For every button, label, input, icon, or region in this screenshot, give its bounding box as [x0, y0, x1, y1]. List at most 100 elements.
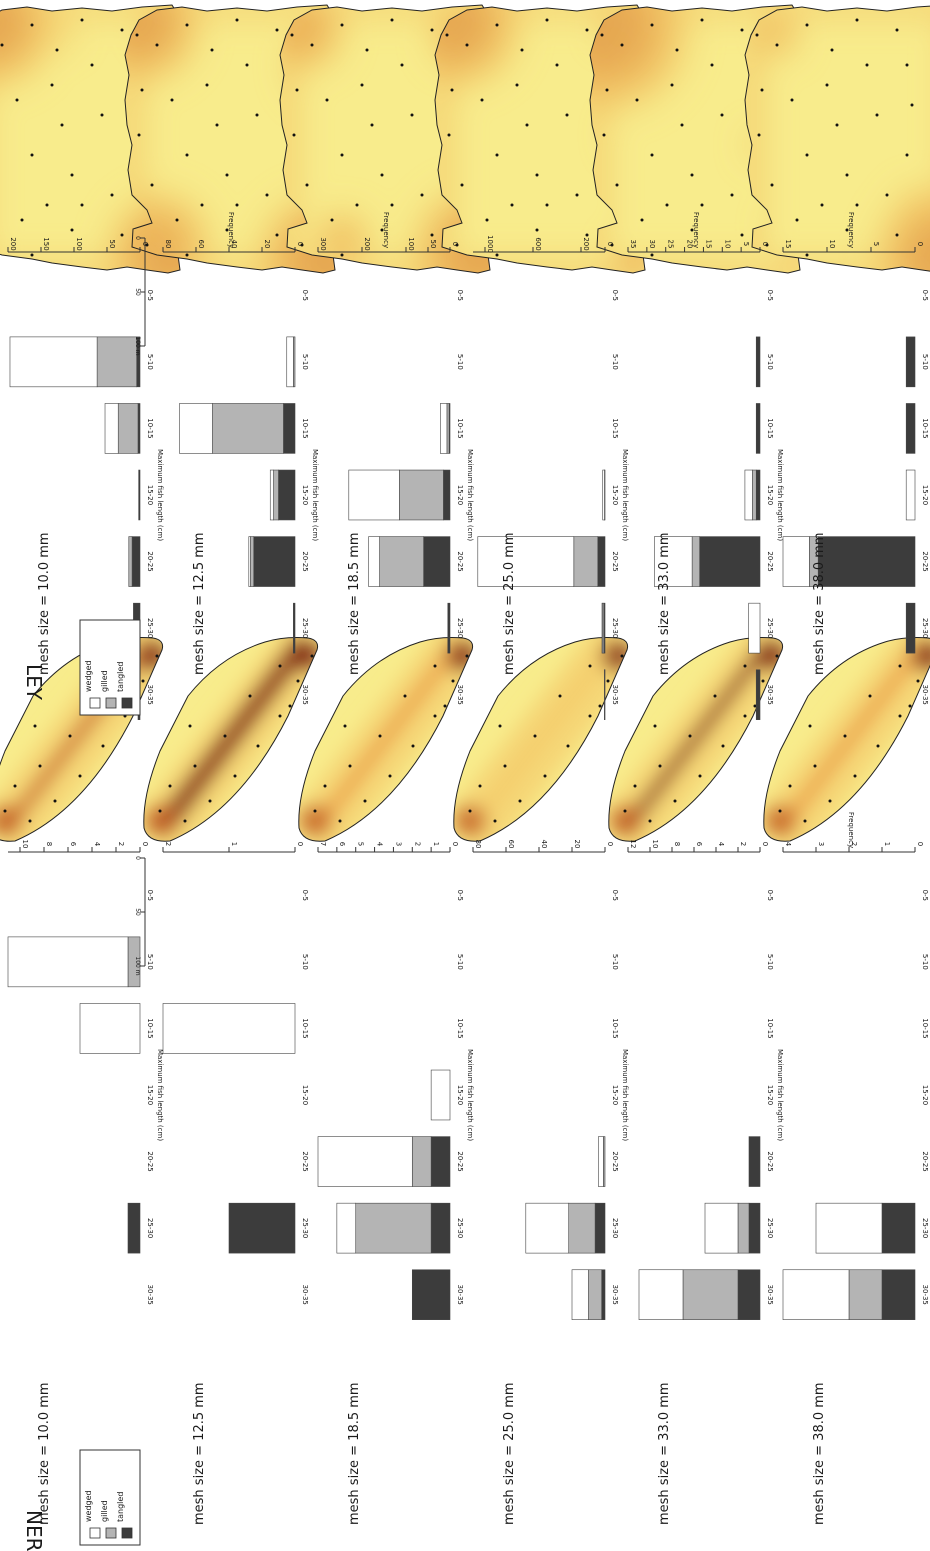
scale-bar: 0 50 100 m	[134, 856, 146, 976]
y-tick-label: 8	[45, 842, 53, 846]
bar-chart-ner-2: 0 1 2 0-5 5-10 10-15 15-20 20-25 25-30 30-35	[162, 842, 309, 1305]
sampling-point	[650, 253, 654, 257]
sampling-point	[845, 228, 849, 232]
y-tick-label: 6	[695, 842, 703, 847]
sampling-point	[290, 33, 294, 37]
bar-tangled	[755, 336, 761, 388]
x-tick-label: 25-30	[611, 1218, 619, 1238]
bar-tangled	[755, 403, 761, 454]
x-tick-label: 30-35	[766, 1285, 774, 1305]
sampling-point	[185, 23, 189, 27]
y-tick-label: 100	[407, 237, 415, 250]
chart-title: mesh size = 12.5 mm	[192, 532, 207, 675]
sampling-point	[370, 123, 374, 127]
x-tick-label: 15-20	[456, 1085, 464, 1105]
x-axis-label: Maximum fish length (cm)	[156, 1049, 164, 1141]
x-tick-label: 5-10	[921, 354, 929, 370]
bar-tangled	[138, 469, 141, 521]
x-tick-label: 0-5	[456, 890, 464, 901]
sampling-point	[585, 28, 589, 32]
y-tick-label: 300	[319, 237, 327, 250]
sampling-point	[90, 63, 94, 67]
sampling-point	[215, 123, 219, 127]
sampling-point	[680, 123, 684, 127]
sampling-point	[658, 764, 662, 768]
sampling-point	[558, 694, 562, 698]
sampling-point	[843, 734, 847, 738]
x-tick-label: 20-25	[611, 551, 619, 571]
sampling-point	[908, 704, 912, 708]
sampling-point	[757, 133, 761, 137]
y-tick-label: 1	[230, 842, 238, 846]
bar-chart-ley-4: 0 200 600 1000 0-5 5-10 10-15 15-20 20-25 25-30 30…	[473, 235, 629, 720]
sampling-point	[525, 123, 529, 127]
sampling-point	[575, 193, 579, 197]
x-tick-label: 10-15	[611, 1018, 619, 1038]
sampling-point	[55, 48, 59, 52]
x-tick-label: 20-25	[766, 551, 774, 571]
y-tick-label: 30	[648, 240, 656, 249]
sampling-point	[388, 774, 392, 778]
sampling-point	[70, 173, 74, 177]
bar-gilled	[411, 1136, 432, 1187]
sampling-point	[898, 664, 902, 668]
sampling-point	[340, 153, 344, 157]
sampling-point	[400, 63, 404, 67]
sampling-point	[468, 809, 472, 813]
y-tick-label: 2	[413, 842, 421, 846]
x-tick-label: 25-30	[456, 618, 464, 638]
sampling-point	[778, 809, 782, 813]
sampling-point	[510, 203, 514, 207]
y-tick-label: 0	[916, 842, 924, 846]
y-tick-label: 1	[432, 842, 440, 846]
bar-tangled	[283, 403, 296, 454]
bar-wedged	[782, 1269, 850, 1320]
sampling-point	[713, 694, 717, 698]
sampling-point	[606, 679, 610, 683]
y-tick-label: 35	[629, 240, 637, 249]
bar-tangled	[253, 536, 296, 587]
y-tick-label: 2	[850, 842, 858, 846]
x-tick-label: 25-30	[766, 1218, 774, 1238]
legend-label-tangled: tangled	[116, 1492, 125, 1522]
y-tick-label: 0	[451, 242, 459, 246]
bar-wedged	[654, 536, 693, 587]
y-tick-label: 0	[296, 242, 304, 246]
sampling-point	[80, 203, 84, 207]
legend-swatch-wedged	[89, 1527, 101, 1539]
y-tick-label: 8	[673, 842, 681, 846]
x-tick-label: 20-25	[921, 1151, 929, 1171]
bar-wedged	[782, 536, 810, 587]
sampling-point	[805, 253, 809, 257]
sampling-point	[753, 704, 757, 708]
x-tick-label: 30-35	[611, 685, 619, 705]
x-axis-label: Maximum fish length (cm)	[311, 449, 319, 541]
sampling-point	[755, 33, 759, 37]
y-tick-label: 0	[141, 842, 149, 846]
sampling-point	[310, 654, 314, 658]
legend-label-gilled: gilled	[100, 670, 109, 692]
x-tick-label: 15-20	[921, 485, 929, 505]
bar-gilled	[379, 536, 424, 587]
y-tick-label: 2	[117, 842, 125, 846]
x-tick-label: 5-10	[766, 954, 774, 970]
x-tick-label: 25-30	[766, 618, 774, 638]
sampling-point	[205, 83, 209, 87]
bar-wedged	[162, 1003, 296, 1054]
bar-gilled	[737, 1202, 750, 1254]
sampling-point	[518, 799, 522, 803]
bar-wedged	[248, 536, 251, 587]
legend-swatch-tangled	[121, 1527, 133, 1539]
sampling-point	[296, 679, 300, 683]
bar-tangled	[447, 602, 451, 654]
x-tick-label: 30-35	[456, 685, 464, 705]
sampling-point	[235, 18, 239, 22]
y-tick-label: 4	[93, 842, 101, 847]
y-tick-label: 100	[75, 237, 83, 250]
scale-bar-label: 100 m	[134, 336, 141, 355]
x-tick-label: 10-15	[921, 1018, 929, 1038]
y-tick-label: 3	[394, 842, 402, 846]
sampling-point	[760, 88, 764, 92]
x-tick-label: 20-25	[146, 1151, 154, 1171]
sampling-point	[135, 33, 139, 37]
